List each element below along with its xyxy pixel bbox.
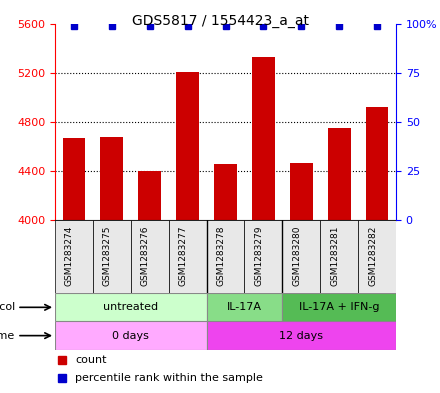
Bar bbox=[206, 293, 282, 321]
Bar bbox=[214, 164, 237, 220]
Text: IL-17A + IFN-g: IL-17A + IFN-g bbox=[299, 302, 379, 312]
Text: untreated: untreated bbox=[103, 302, 158, 312]
Text: protocol: protocol bbox=[0, 302, 15, 312]
Text: GSM1283277: GSM1283277 bbox=[179, 226, 187, 286]
Bar bbox=[358, 220, 396, 293]
Text: GSM1283279: GSM1283279 bbox=[254, 226, 264, 286]
Bar bbox=[55, 293, 206, 321]
Text: GSM1283275: GSM1283275 bbox=[103, 226, 112, 286]
Text: GSM1283282: GSM1283282 bbox=[368, 226, 377, 286]
Text: IL-17A: IL-17A bbox=[227, 302, 262, 312]
Bar bbox=[93, 220, 131, 293]
Bar bbox=[366, 107, 389, 220]
Bar bbox=[206, 321, 396, 350]
Bar bbox=[176, 72, 199, 220]
Bar bbox=[55, 321, 206, 350]
Text: percentile rank within the sample: percentile rank within the sample bbox=[76, 373, 263, 383]
Bar bbox=[131, 220, 169, 293]
Text: time: time bbox=[0, 331, 15, 341]
Bar bbox=[62, 138, 85, 220]
Text: count: count bbox=[76, 355, 107, 365]
Bar bbox=[328, 128, 351, 220]
Bar bbox=[206, 220, 245, 293]
Bar bbox=[138, 171, 161, 220]
Bar bbox=[290, 163, 313, 220]
Text: 0 days: 0 days bbox=[112, 331, 149, 341]
Text: GSM1283281: GSM1283281 bbox=[330, 226, 339, 286]
Text: GSM1283280: GSM1283280 bbox=[292, 226, 301, 286]
Bar bbox=[282, 293, 396, 321]
Bar bbox=[245, 220, 282, 293]
Text: GDS5817 / 1554423_a_at: GDS5817 / 1554423_a_at bbox=[132, 14, 308, 28]
Bar bbox=[282, 220, 320, 293]
Bar bbox=[169, 220, 206, 293]
Bar bbox=[320, 220, 358, 293]
Text: GSM1283276: GSM1283276 bbox=[141, 226, 150, 286]
Bar bbox=[55, 220, 93, 293]
Text: 12 days: 12 days bbox=[279, 331, 323, 341]
Text: GSM1283274: GSM1283274 bbox=[65, 226, 74, 286]
Bar bbox=[252, 57, 275, 220]
Bar bbox=[100, 137, 123, 220]
Text: GSM1283278: GSM1283278 bbox=[216, 226, 226, 286]
